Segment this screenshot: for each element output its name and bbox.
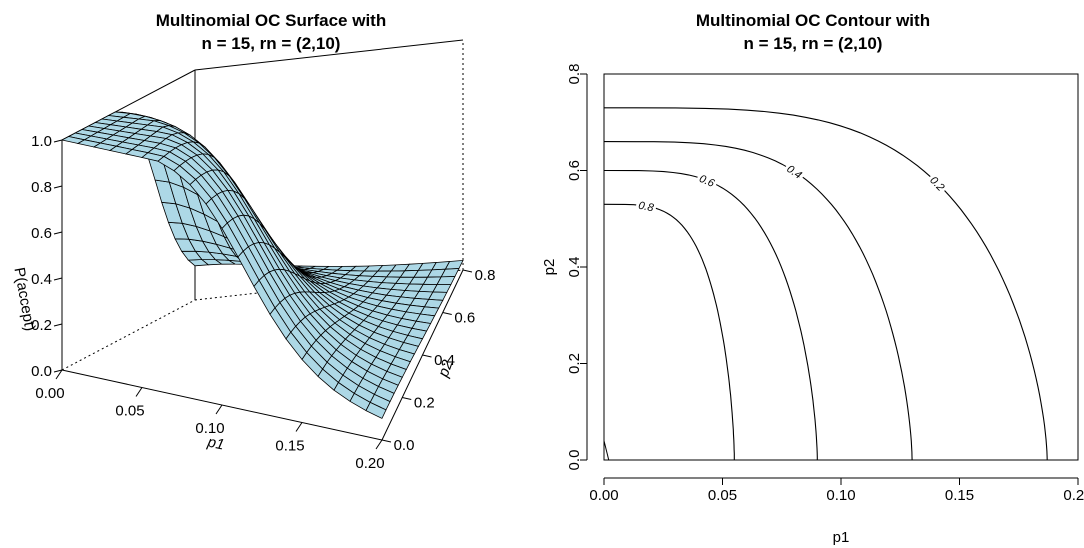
- contour-y-tick-label: 0.6: [566, 160, 583, 181]
- contour-plot: 0.00 0.05 0.10 0.15 0.20 p1 0.0 0.2 0.4 0.6 0.8 p2 0…: [542, 64, 1084, 546]
- contour-x-tick-label: 0.20: [1063, 487, 1084, 504]
- surface-z-tick-label: 0.0: [31, 363, 52, 380]
- contour-y-tick-label: 0.2: [566, 353, 583, 374]
- contour-origin-stub: [603, 440, 610, 461]
- contour-level-label: 0.8: [637, 200, 655, 215]
- surface-z-tick: [53, 369, 63, 373]
- surface-z-tick: [53, 185, 63, 189]
- contour-line-0.6: [603, 169, 818, 460]
- surface-y-tick-label: 0.6: [454, 310, 475, 327]
- box-edge: [61, 299, 196, 371]
- surface-z-tick-label: 0.6: [31, 225, 52, 242]
- surface-y-tick: [402, 397, 412, 400]
- surface-y-tick-label: 0.0: [394, 437, 415, 454]
- surface-panel: Multinomial OC Surface with n = 15, rn =…: [10, 11, 496, 472]
- surface-y-tick-label: 0.2: [414, 395, 435, 412]
- surface-mesh: [60, 111, 464, 419]
- surface-z-tick: [53, 139, 63, 143]
- contour-title-line2: n = 15, rn = (2,10): [743, 34, 883, 53]
- surface-z-tick-label: 0.2: [31, 317, 52, 334]
- surface-z-tick-label: 1.0: [31, 133, 52, 150]
- surface-z-tick-label: 0.4: [31, 271, 52, 288]
- contour-label-bg: [782, 160, 807, 183]
- surface-y-tick: [422, 354, 432, 358]
- surface-z-tick: [53, 231, 63, 235]
- surface-x-tick-label: 0.00: [35, 385, 64, 402]
- box-edge: [194, 39, 464, 71]
- surface-y-tick: [462, 269, 473, 273]
- contour-line-0.4: [603, 141, 913, 461]
- surface-y-tick-label: 0.8: [475, 267, 496, 284]
- contour-y-tick-label: 0.0: [566, 450, 583, 471]
- surface-y-tick: [442, 312, 452, 315]
- contour-line-0.2: [603, 107, 1048, 461]
- contour-label-bg: [695, 171, 719, 190]
- contour-y-tick-label: 0.4: [566, 257, 583, 278]
- surface-x-tick: [55, 369, 63, 380]
- surface-x-tick: [295, 422, 303, 432]
- contour-x-axis-label: p1: [833, 529, 850, 546]
- surface-z-tick: [53, 277, 63, 281]
- surface-z-tick: [53, 323, 63, 327]
- contour-x-tick-label: 0.15: [945, 487, 974, 504]
- surface-y-tick: [381, 439, 392, 443]
- surface-title-line1: Multinomial OC Surface with: [155, 11, 387, 30]
- surface-x-tick-label: 0.10: [195, 420, 224, 437]
- contour-line-0.8: [603, 203, 735, 460]
- surface-x-tick: [375, 439, 383, 450]
- contour-y-tick-label: 0.8: [566, 64, 583, 85]
- surface-x-tick-label: 0.15: [275, 438, 304, 455]
- surface-z-tick-label: 0.8: [31, 179, 52, 196]
- surface-y-tick-label: 0.4: [434, 352, 455, 369]
- surface-x-tick-label: 0.05: [115, 403, 144, 420]
- surface-title-line2: n = 15, rn = (2,10): [201, 34, 341, 53]
- contour-x-tick-label: 0.05: [708, 487, 737, 504]
- surface-x-tick: [135, 387, 143, 397]
- contour-y-axis-label: p2: [542, 259, 558, 276]
- surface-y-axis-label: p2: [435, 357, 457, 380]
- contour-panel: Multinomial OC Contour with n = 15, rn =…: [542, 0, 1084, 548]
- surface-x-axis-label: p1: [205, 433, 226, 453]
- contour-title-line1: Multinomial OC Contour with: [695, 11, 931, 30]
- contour-x-tick-label: 0.00: [589, 487, 618, 504]
- contour-label-bg: [635, 198, 658, 214]
- contour-x-tick-label: 0.10: [826, 487, 855, 504]
- surface-facet: [365, 401, 387, 419]
- contour-label-bg: [926, 172, 949, 195]
- surface-x-tick: [215, 404, 223, 415]
- contour-level-label: 0.6: [697, 173, 717, 190]
- surface-x-tick-label: 0.20: [355, 455, 384, 472]
- contour-plot-box: [603, 73, 1079, 461]
